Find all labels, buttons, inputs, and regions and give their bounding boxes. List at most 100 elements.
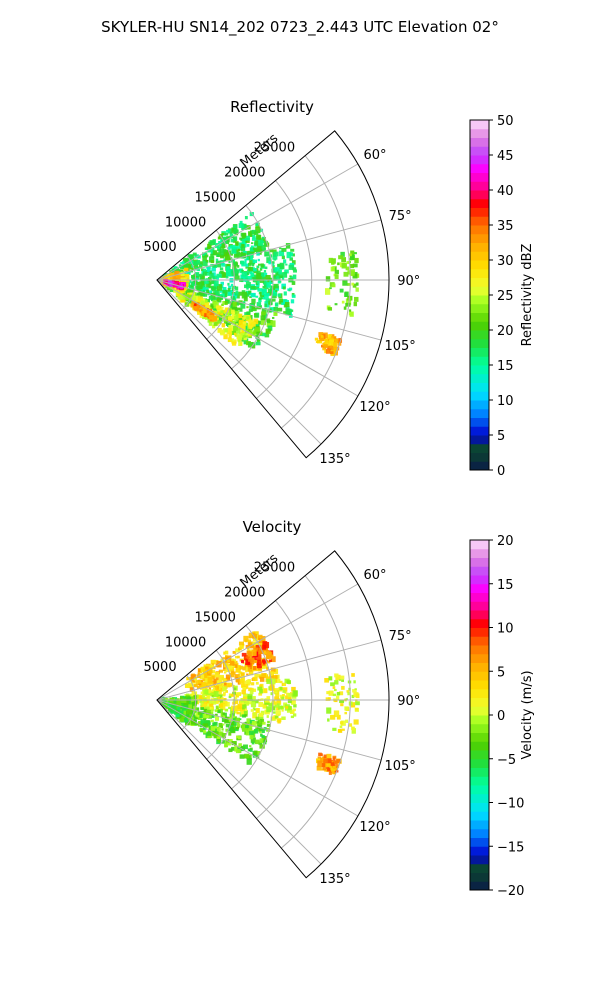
colorbar-segment: [470, 540, 489, 550]
colorbar-segment: [470, 601, 489, 611]
velocity-axis-ticks: 5000 10000 15000 20000 25000 60° 75° 90° 105° 120…: [144, 561, 421, 887]
colorbar-segment: [470, 120, 489, 130]
velocity-grid: [156, 550, 390, 879]
colorbar-tick-label: 30: [497, 254, 514, 269]
colorbar-segment: [470, 251, 489, 261]
range-ring: [280, 575, 351, 849]
colorbar-segment: [470, 303, 489, 313]
colorbar-segment: [470, 181, 489, 191]
colorbar-segment: [470, 680, 489, 690]
colorbar-tick-label: −10: [497, 797, 524, 812]
radial-tick-label: 15000: [195, 190, 236, 205]
colorbar-segment: [470, 793, 489, 803]
azimuth-tick-label: 135°: [319, 872, 350, 887]
colorbar-segment: [470, 163, 489, 173]
echo-feature: [190, 300, 217, 322]
azimuth-tick-label: 120°: [359, 820, 390, 835]
colorbar-segment: [470, 662, 489, 672]
colorbar-segment: [470, 347, 489, 357]
velocity-panel: Velocity 5000 10000 15000 20000 25000 60° 75° 9…: [144, 518, 535, 899]
azimuth-spoke: [156, 699, 359, 817]
azimuth-spoke: [156, 699, 382, 761]
colorbar-tick-label: −20: [497, 884, 524, 899]
azimuth-tick-label: 75°: [389, 629, 412, 644]
reflectivity-axis-ticks: 5000 10000 15000 20000 25000 60° 75° 90° 105° 120…: [144, 141, 421, 467]
colorbar-tick-label: −15: [497, 840, 524, 855]
colorbar-tick-label: 15: [497, 578, 514, 593]
colorbar-tick-label: 5: [497, 665, 505, 680]
colorbar-segment: [470, 671, 489, 681]
radial-tick-label: 25000: [254, 141, 295, 156]
colorbar-segment: [470, 785, 489, 795]
colorbar-tick-label: 0: [497, 464, 505, 479]
colorbar-segment: [470, 373, 489, 383]
reflectivity-grid: [156, 130, 390, 459]
echo-feature: [161, 212, 270, 279]
colorbar-segment: [470, 750, 489, 760]
colorbar-segment: [470, 260, 489, 270]
figure-suptitle: SKYLER-HU SN14_202 0723_2.443 UTC Elevat…: [101, 18, 499, 37]
colorbar-segment: [470, 627, 489, 637]
echo-feature: [324, 673, 360, 734]
azimuth-spoke: [156, 279, 359, 397]
colorbar-segment: [470, 645, 489, 655]
azimuth-tick-label: 90°: [397, 694, 420, 709]
radial-tick-label: 10000: [165, 215, 206, 230]
echo-feature: [324, 250, 360, 317]
colorbar-segment: [470, 548, 489, 558]
colorbar-segment: [470, 233, 489, 243]
sector-outline: [156, 550, 390, 879]
colorbar-segment: [470, 741, 489, 751]
colorbar-segment: [470, 391, 489, 401]
colorbar-segment: [470, 225, 489, 235]
colorbar-tick-label: 0: [497, 709, 505, 724]
azimuth-spoke: [156, 163, 359, 281]
colorbar-tick-label: 10: [497, 394, 514, 409]
reflectivity-title: Reflectivity: [230, 98, 314, 116]
colorbar-segment: [470, 732, 489, 742]
range-ring: [256, 180, 313, 399]
colorbar-segment: [470, 216, 489, 226]
azimuth-spoke: [156, 219, 382, 281]
echo-feature: [316, 752, 342, 775]
range-ring: [206, 649, 235, 760]
colorbar-segment: [470, 207, 489, 217]
colorbar-segment: [470, 688, 489, 698]
colorbar-segment: [470, 706, 489, 716]
colorbar-segment: [470, 758, 489, 768]
colorbar-segment: [470, 697, 489, 707]
colorbar-segment: [470, 242, 489, 252]
velocity-colorbar: −20 −15 −10 −5 0 5 10 15 20: [469, 534, 524, 899]
colorbar-segment: [470, 190, 489, 200]
reflectivity-panel: Reflectivity 5000 10000 15000 20000 25000 60°…: [144, 98, 535, 479]
colorbar-segment: [470, 715, 489, 725]
colorbar-tick-label: 20: [497, 324, 514, 339]
colorbar-segment: [470, 312, 489, 322]
colorbar-segment: [470, 653, 489, 663]
colorbar-segment: [470, 881, 489, 891]
reflectivity-colorbar-label: Reflectivity dBZ: [520, 244, 535, 347]
colorbar-segment: [470, 855, 489, 865]
colorbar-segment: [470, 863, 489, 873]
colorbar-segment: [470, 820, 489, 830]
colorbar-segment: [470, 155, 489, 165]
range-ring: [231, 625, 274, 790]
colorbar-segment: [470, 452, 489, 462]
colorbar-segment: [470, 268, 489, 278]
radial-tick-label: 20000: [224, 166, 265, 181]
azimuth-spoke: [156, 583, 359, 701]
colorbar-tick-label: 20: [497, 534, 514, 549]
azimuth-tick-label: 60°: [363, 568, 386, 583]
range-ring: [231, 205, 274, 370]
range-ring: [206, 229, 235, 340]
colorbar-segment: [470, 128, 489, 138]
colorbar-segment: [470, 846, 489, 856]
colorbar-segment: [470, 566, 489, 576]
azimuth-tick-label: 120°: [359, 400, 390, 415]
colorbar-tick-label: 5: [497, 429, 505, 444]
azimuth-tick-label: 105°: [384, 759, 415, 774]
colorbar-tick-label: 15: [497, 359, 514, 374]
echo-feature: [241, 641, 274, 672]
radial-tick-label: 25000: [254, 561, 295, 576]
